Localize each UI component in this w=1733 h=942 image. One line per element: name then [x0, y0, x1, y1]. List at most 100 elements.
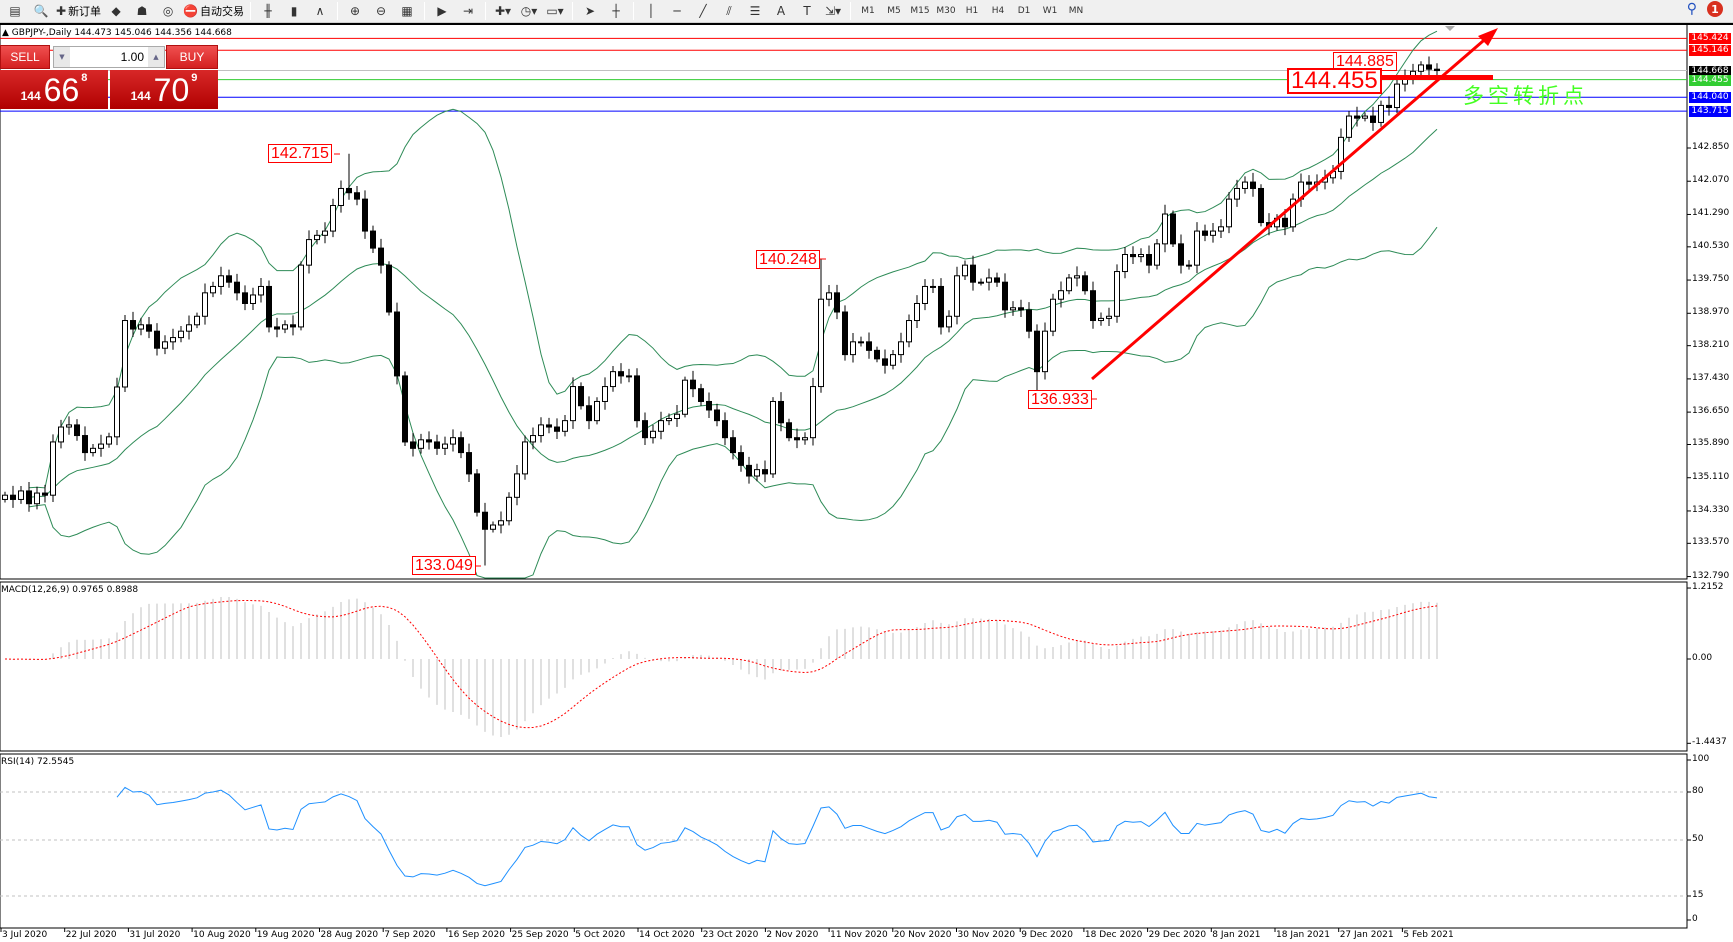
market-watch-button[interactable]: ◆ [103, 1, 129, 22]
buy-button[interactable]: BUY [166, 45, 218, 69]
time-axis-label: 11 Nov 2020 [830, 930, 888, 940]
notification-badge[interactable]: 1 [1707, 1, 1723, 17]
rsi-line [116, 786, 1438, 887]
fibonacci-button[interactable]: ☰ [742, 1, 768, 22]
auto-scroll-button[interactable]: ▶ [429, 1, 455, 22]
bear-candle [1178, 243, 1184, 266]
navigator-button[interactable]: ☗ [129, 1, 155, 22]
trendline-button[interactable]: ╱ [690, 1, 716, 22]
arrows-button[interactable]: ⇲▾ [820, 1, 846, 22]
bear-candle [730, 437, 736, 454]
bull-candle [122, 320, 128, 388]
search-icon[interactable]: ⚲ [1686, 1, 1697, 17]
timeframe-m30[interactable]: M30 [936, 6, 956, 16]
line-chart-button[interactable]: ∧ [307, 1, 333, 22]
bull-candle [1122, 254, 1128, 273]
zoom-out-button[interactable]: ⊖ [368, 1, 394, 22]
signals-button[interactable]: ◎ [155, 1, 181, 22]
price-tick-label: 132.790 [1692, 570, 1730, 581]
toolbar-right: ⚲ 1 [1687, 1, 1723, 17]
toolbar-label: 自动交易 [200, 5, 245, 18]
timeframe-m1[interactable]: M1 [861, 6, 875, 16]
bear-candle [698, 388, 704, 402]
bull-candle [610, 371, 616, 388]
bull-candle [858, 341, 864, 344]
vertical-line-icon: │ [647, 4, 655, 18]
price-label-pivot[interactable]: 144.455 [1287, 68, 1382, 94]
horizontal-line-button[interactable]: ─ [664, 1, 690, 22]
bear-candle [970, 264, 976, 283]
macd-signal-line [4, 599, 1438, 729]
bear-candle [794, 437, 800, 441]
bull-candle [1162, 213, 1168, 245]
periods-button[interactable]: ◷▾ [516, 1, 542, 22]
vertical-line-button[interactable]: │ [638, 1, 664, 22]
text-button[interactable]: A [768, 1, 794, 22]
bear-candle [554, 426, 560, 432]
bear-candle [354, 192, 360, 200]
sell-price[interactable]: 144 66 8 [0, 70, 108, 109]
toolbar-separator [633, 2, 635, 20]
buy-price-main: 70 [153, 72, 190, 108]
bull-candle [1010, 307, 1016, 311]
bull-candle [650, 430, 656, 439]
bar-chart-button[interactable]: ╫ [255, 1, 281, 22]
print-preview-button[interactable]: 🔍 [28, 1, 54, 22]
time-axis-label: 20 Nov 2020 [893, 930, 952, 940]
timeframe-m5[interactable]: M5 [887, 6, 901, 16]
price-label-low[interactable]: 133.049 [412, 556, 476, 575]
pivot-note-text[interactable]: 多空转折点 [1463, 84, 1588, 108]
price-label-low[interactable]: 136.933 [1028, 390, 1092, 409]
bull-candle [922, 285, 928, 304]
bull-candle [1042, 330, 1048, 373]
lot-increase-icon[interactable]: ▲ [148, 47, 164, 67]
bull-candle [258, 285, 264, 296]
sell-price-main: 66 [43, 72, 80, 108]
macd-tick-label: 1.2152 [1692, 582, 1724, 593]
signals-icon: ◎ [162, 4, 174, 18]
candlestick-button[interactable]: ▮ [281, 1, 307, 22]
new-order-button[interactable]: ✚ 新订单 [54, 1, 103, 22]
zoom-in-button[interactable]: ⊕ [342, 1, 368, 22]
timeframe-m15[interactable]: M15 [910, 6, 930, 16]
templates-button[interactable]: ▭▾ [542, 1, 568, 22]
lot-decrease-icon[interactable]: ▼ [54, 47, 70, 67]
bear-candle [1202, 230, 1208, 236]
timeframe-h1[interactable]: H1 [965, 6, 979, 16]
price-label-high[interactable]: 140.248 [756, 250, 820, 269]
sell-button[interactable]: SELL [0, 45, 50, 69]
price-tick-label: 134.330 [1692, 504, 1730, 515]
bull-candle [1362, 115, 1368, 119]
rsi-tick-label: 15 [1692, 890, 1704, 900]
tile-windows-button[interactable]: ▦ [394, 1, 420, 22]
price-tick-label: 137.430 [1692, 372, 1730, 383]
window-button[interactable]: ▤ [2, 1, 28, 22]
text-label-button[interactable]: T [794, 1, 820, 22]
price-label-high[interactable]: 144.885 [1333, 52, 1397, 71]
bull-candle [450, 437, 456, 445]
autotrading-button[interactable]: ⛔ 自动交易 [181, 1, 246, 22]
timeframe-h4[interactable]: H4 [991, 6, 1005, 16]
timeframe-mn[interactable]: MN [1068, 6, 1084, 16]
price-label-high[interactable]: 142.715 [268, 144, 332, 163]
price-tick-label: 142.070 [1692, 175, 1730, 186]
bull-candle [186, 324, 192, 332]
crosshair-icon: ┼ [612, 4, 620, 18]
lot-input[interactable] [70, 50, 148, 64]
bull-candle [250, 294, 256, 304]
bear-candle [10, 494, 16, 500]
bear-candle [242, 292, 248, 304]
indicators-button[interactable]: ✚▾ [490, 1, 516, 22]
channel-button[interactable]: ⫽ [716, 1, 742, 22]
price-line-tag: 144.455 [1689, 74, 1731, 86]
chart-shift-button[interactable]: ⇥ [455, 1, 481, 22]
cursor-button[interactable]: ➤ [577, 1, 603, 22]
bear-candle [410, 441, 416, 449]
collapse-triangle-icon[interactable]: ▲ [2, 28, 12, 38]
crosshair-button[interactable]: ┼ [603, 1, 629, 22]
bull-candle [1338, 136, 1344, 172]
buy-price[interactable]: 144 70 9 [110, 70, 218, 109]
timeframe-d1[interactable]: D1 [1017, 6, 1031, 16]
timeframe-w1[interactable]: W1 [1042, 6, 1058, 16]
